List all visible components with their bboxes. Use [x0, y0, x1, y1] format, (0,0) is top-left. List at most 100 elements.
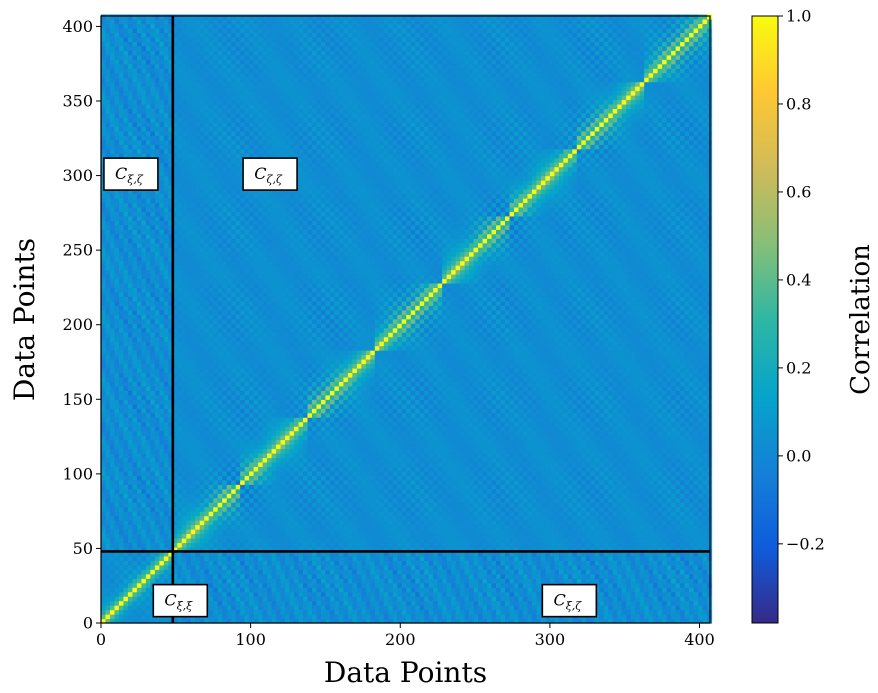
heatmap-cell [141, 305, 147, 311]
heatmap-cell [132, 354, 138, 360]
heatmap-cell [123, 300, 129, 306]
heatmap-cell [204, 318, 210, 324]
heatmap-cell [244, 314, 250, 320]
heatmap-cell [114, 247, 120, 253]
heatmap-cell [217, 220, 223, 226]
heatmap-cell [123, 457, 129, 463]
heatmap-cell [141, 412, 147, 418]
heatmap-cell [213, 345, 219, 351]
heatmap-cell [226, 461, 232, 467]
heatmap-cell [109, 300, 116, 306]
heatmap-cell [235, 457, 241, 463]
heatmap-cell [222, 121, 228, 127]
heatmap-cell [195, 50, 201, 56]
heatmap-cell [118, 238, 125, 244]
heatmap-cell [204, 452, 210, 459]
heatmap-cell [190, 27, 196, 33]
heatmap-cell [163, 175, 169, 181]
heatmap-cell [190, 354, 196, 360]
heatmap-cell [114, 50, 120, 56]
heatmap-cell [258, 587, 264, 593]
heatmap-cell [253, 430, 259, 436]
heatmap-cell [258, 555, 264, 561]
heatmap-cell [163, 108, 169, 114]
heatmap-cell [199, 421, 205, 427]
heatmap-cell [168, 524, 174, 530]
heatmap-cell [186, 573, 192, 579]
heatmap-cell [109, 484, 116, 490]
heatmap-cell [235, 591, 241, 597]
heatmap-cell [118, 439, 125, 445]
heatmap-cell [190, 381, 196, 387]
heatmap-cell [159, 27, 165, 33]
heatmap-cell [190, 372, 196, 378]
heatmap-cell [109, 493, 116, 499]
heatmap-cell [132, 215, 138, 221]
heatmap-cell [159, 112, 165, 119]
heatmap-cell [159, 354, 165, 360]
heatmap-cell [118, 591, 125, 597]
heatmap-cell [240, 251, 246, 257]
heatmap-cell [258, 354, 264, 360]
heatmap-cell [150, 461, 156, 467]
heatmap-cell [195, 537, 201, 544]
heatmap-cell [101, 260, 107, 266]
heatmap-cell [208, 318, 214, 324]
heatmap-cell [132, 618, 138, 624]
heatmap-cell [253, 211, 259, 217]
heatmap-cell [109, 457, 116, 463]
heatmap-cell [217, 148, 223, 154]
heatmap-cell [226, 14, 232, 20]
heatmap-cell [217, 430, 223, 436]
heatmap-cell [145, 417, 151, 423]
heatmap-cell [141, 493, 147, 499]
heatmap-cell [262, 327, 268, 333]
heatmap-cell [186, 202, 192, 208]
heatmap-cell [240, 591, 246, 597]
heatmap-cell [114, 99, 120, 105]
heatmap-cell [190, 238, 196, 244]
heatmap-cell [114, 18, 120, 25]
heatmap-cell [199, 430, 205, 436]
heatmap-cell [199, 390, 205, 396]
heatmap-cell [262, 614, 268, 620]
heatmap-cell [136, 305, 142, 311]
heatmap-cell [231, 452, 237, 459]
heatmap-cell [258, 14, 264, 20]
heatmap-cell [123, 50, 129, 56]
heatmap-cell [195, 578, 201, 584]
heatmap-cell [127, 529, 134, 535]
heatmap-cell [222, 582, 228, 588]
heatmap-cell [226, 452, 232, 459]
heatmap-cell [145, 484, 151, 490]
heatmap-cell [240, 484, 246, 490]
heatmap-cell [262, 582, 268, 588]
heatmap-cell [109, 314, 116, 320]
heatmap-cell [172, 247, 178, 253]
heatmap-cell [159, 300, 165, 306]
heatmap-cell [222, 274, 228, 280]
heatmap-cell [190, 291, 196, 297]
heatmap-cell [163, 372, 169, 378]
heatmap-cell [150, 408, 156, 414]
heatmap-cell [235, 81, 241, 87]
heatmap-cell [118, 251, 125, 257]
heatmap-cell [105, 36, 111, 42]
heatmap-cell [109, 63, 116, 69]
heatmap-cell [105, 578, 111, 584]
heatmap-cell [195, 497, 201, 503]
heatmap-cell [145, 542, 151, 548]
heatmap-cell [235, 260, 241, 266]
heatmap-cell [235, 314, 241, 320]
heatmap-cell [195, 430, 201, 436]
heatmap-cell [109, 520, 116, 526]
heatmap-cell [163, 126, 169, 132]
heatmap-cell [181, 439, 187, 445]
heatmap-cell [132, 318, 138, 324]
heatmap-cell [127, 461, 134, 467]
heatmap-cell [231, 103, 237, 110]
heatmap-cell [163, 296, 169, 302]
heatmap-cell [249, 50, 255, 56]
heatmap-cell [127, 569, 134, 575]
heatmap-cell [132, 72, 138, 78]
